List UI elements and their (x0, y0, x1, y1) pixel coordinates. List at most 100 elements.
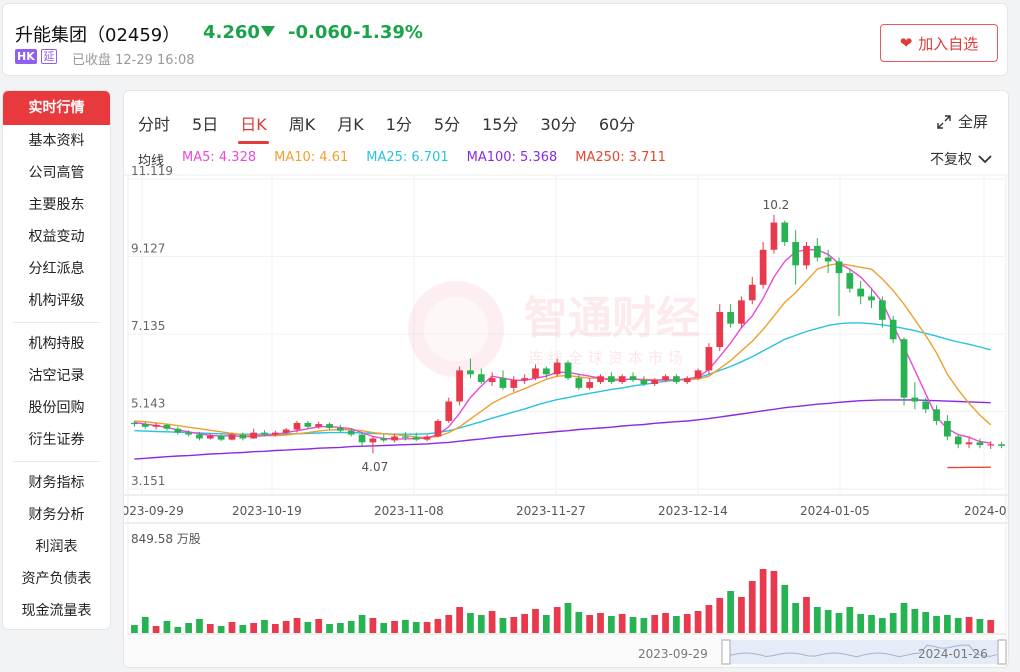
volume-bar (965, 617, 973, 633)
stock-price: 4.260 (203, 22, 260, 43)
candle-body (532, 368, 539, 379)
price-adjust-select[interactable]: 不复权 (930, 149, 992, 169)
chart-panel: 分时 5日 日K 周K 月K 1分 5分 15分 30分 60分 全屏 均线 MA5: 4.328 M… (123, 90, 1009, 668)
volume-bar (933, 616, 940, 633)
candle-body (738, 300, 745, 324)
candle-body (271, 432, 279, 435)
sidebar-item[interactable]: 沽空记录 (28, 368, 85, 384)
sidebar-item[interactable]: 分红派息 (28, 261, 85, 277)
period-tab[interactable]: 1分 (385, 115, 412, 134)
candle-body (770, 222, 778, 250)
volume-bar (477, 615, 485, 633)
low-price-label: 4.07 (362, 460, 389, 474)
volume-bar (889, 613, 897, 633)
volume-bar (228, 622, 236, 633)
volume-bar (347, 621, 355, 633)
sidebar-item[interactable]: 基本资料 (28, 133, 85, 149)
period-tab[interactable]: 5分 (433, 115, 461, 134)
period-tab[interactable]: 分时 (138, 115, 171, 134)
sidebar-item[interactable]: 股份回购 (28, 400, 85, 416)
sidebar-item[interactable]: 机构评级 (28, 293, 85, 309)
candle-body (868, 296, 875, 301)
sidebar-item[interactable]: 财务指标 (28, 475, 85, 491)
period-tab[interactable]: 日K (238, 111, 269, 144)
sidebar-item[interactable]: 实时行情 (3, 91, 110, 125)
volume-bar (629, 617, 637, 633)
period-tabs: 分时 5日 日K 周K 月K 1分 5分 15分 30分 60分 (138, 111, 657, 144)
volume-bar (792, 603, 799, 633)
sidebar-item[interactable]: 机构持股 (28, 336, 85, 352)
candle-body (456, 370, 463, 402)
candle-body (467, 370, 474, 375)
sidebar-item[interactable]: 现金流量表 (21, 603, 92, 619)
period-tab[interactable]: 月K (337, 115, 364, 134)
add-watchlist-label: 加入自选 (918, 34, 979, 53)
price-adjust-label: 不复权 (930, 152, 972, 168)
sidebar-item[interactable]: 利润表 (35, 539, 78, 555)
stock-header: 升能集团（02459） 4.260 -0.060 -1.39% HK 延 已收盘… (2, 3, 1008, 76)
period-tab[interactable]: 15分 (482, 115, 519, 134)
down-arrow-icon (261, 26, 275, 37)
period-tab[interactable]: 5日 (192, 115, 219, 134)
chevron-down-icon (978, 155, 992, 164)
navigator-start-date: 2023-09-29 (638, 647, 708, 661)
sidebar-item[interactable]: 衍生证券 (28, 432, 85, 448)
volume-bar (553, 607, 561, 633)
candle-body (640, 380, 648, 384)
volume-bar (770, 571, 778, 633)
volume-bar (239, 625, 247, 633)
x-tick-label: 2023-11-08 (374, 504, 444, 518)
volume-bar (662, 613, 669, 633)
sidebar-item[interactable]: 财务分析 (28, 507, 85, 523)
volume-bar (878, 618, 886, 633)
add-watchlist-button[interactable]: ❤ 加入自选 (880, 24, 998, 62)
candle-body (878, 300, 886, 320)
volume-bar (976, 619, 984, 633)
sidebar-item[interactable]: 资产负债表 (21, 571, 92, 587)
fullscreen-button[interactable]: 全屏 (936, 111, 988, 132)
candle-body (889, 319, 897, 340)
volume-bar (542, 615, 550, 633)
candle-body (510, 380, 518, 388)
volume-bar (250, 623, 258, 633)
candle-body (521, 378, 529, 381)
x-tick-label: 2023-09-29 (124, 504, 184, 518)
volume-bar (727, 591, 734, 633)
watermark-title: 智通财经 (524, 293, 700, 344)
volume-bar (705, 605, 713, 633)
volume-bar (857, 614, 865, 633)
candle-body (998, 444, 1005, 446)
period-tab[interactable]: 周K (288, 115, 316, 134)
sidebar-divider (13, 322, 100, 323)
volume-bar (217, 626, 225, 633)
sidebar-item[interactable]: 公司高管 (28, 165, 85, 181)
volume-bar (900, 603, 908, 633)
expand-icon (937, 114, 951, 129)
candle-body (315, 424, 323, 427)
volume-bar (716, 598, 724, 633)
y-tick-label: 11.119 (131, 164, 173, 178)
candle-body (304, 422, 312, 427)
sidebar-item[interactable]: 主要股东 (28, 197, 85, 213)
y-tick-label: 3.151 (131, 474, 165, 488)
volume-bar (607, 616, 615, 633)
heart-icon: ❤ (899, 34, 913, 52)
candle-body (347, 430, 355, 435)
period-tab[interactable]: 30分 (540, 115, 577, 134)
volume-bar (510, 617, 518, 633)
ma-legend-item: MA25: 6.701 (366, 150, 449, 165)
candle-body (131, 422, 138, 425)
volume-bar (694, 611, 702, 633)
volume-bar (532, 609, 539, 633)
volume-bar (618, 614, 626, 633)
volume-bar (640, 618, 648, 633)
period-tab[interactable]: 60分 (598, 115, 636, 134)
sidebar-item[interactable]: 权益变动 (28, 229, 85, 245)
candle-body (857, 288, 865, 297)
candle-body (683, 378, 691, 383)
candle-body (759, 249, 767, 285)
candle-body (217, 435, 225, 440)
volume-bar (163, 621, 171, 633)
candle-body (206, 435, 214, 439)
